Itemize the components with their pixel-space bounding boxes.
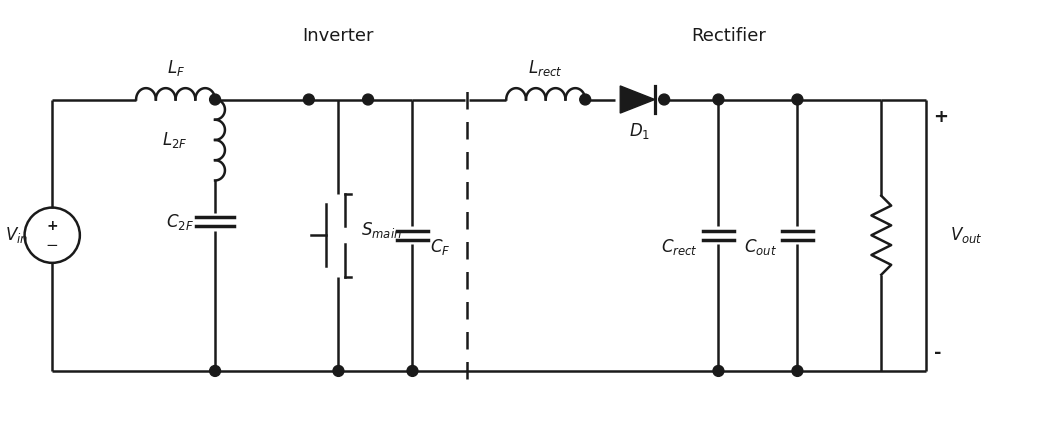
Text: Inverter: Inverter — [302, 27, 374, 45]
Circle shape — [713, 94, 724, 105]
Circle shape — [407, 366, 418, 376]
Text: $C_{rect}$: $C_{rect}$ — [661, 237, 698, 257]
Text: $C_F$: $C_F$ — [430, 237, 451, 257]
Text: +: + — [934, 108, 948, 126]
Circle shape — [209, 366, 221, 376]
Circle shape — [333, 366, 344, 376]
Text: Rectifier: Rectifier — [691, 27, 766, 45]
Text: $V_{in}$: $V_{in}$ — [5, 225, 28, 245]
Text: +: + — [47, 219, 58, 233]
Text: $L_F$: $L_F$ — [167, 58, 184, 78]
Text: -: - — [934, 344, 941, 362]
Circle shape — [363, 94, 373, 105]
Circle shape — [792, 366, 802, 376]
Text: $S_{main}$: $S_{main}$ — [362, 220, 402, 240]
Circle shape — [713, 366, 724, 376]
Text: $C_{out}$: $C_{out}$ — [744, 237, 776, 257]
Circle shape — [303, 94, 315, 105]
Circle shape — [579, 94, 591, 105]
Text: −: − — [46, 238, 58, 253]
Text: $V_{out}$: $V_{out}$ — [950, 225, 984, 245]
Polygon shape — [620, 86, 654, 113]
Circle shape — [792, 94, 802, 105]
Circle shape — [659, 94, 670, 105]
Text: $D_1$: $D_1$ — [629, 121, 650, 141]
Text: $L_{rect}$: $L_{rect}$ — [528, 58, 563, 78]
Text: $L_{2F}$: $L_{2F}$ — [162, 130, 188, 150]
Circle shape — [209, 94, 221, 105]
Text: $C_{2F}$: $C_{2F}$ — [166, 212, 194, 232]
